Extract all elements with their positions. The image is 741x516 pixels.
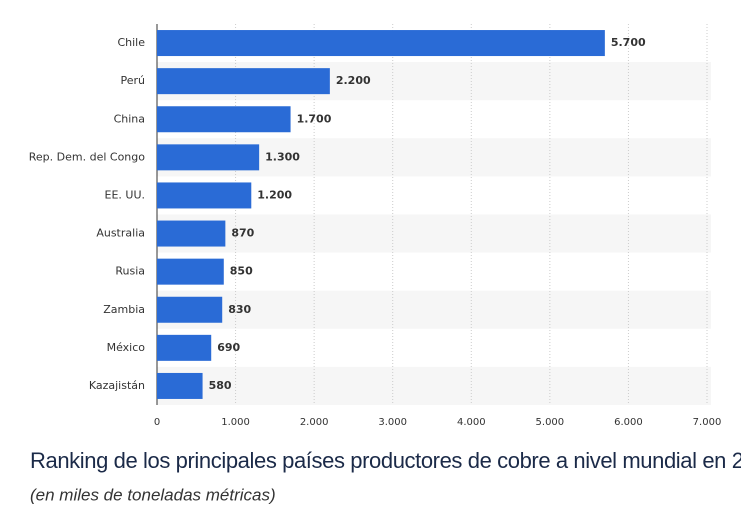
value-label: 1.700 — [297, 112, 332, 125]
y-tick-label: Kazajistán — [89, 379, 145, 392]
bar — [157, 182, 252, 209]
chart-title: Ranking de los principales países produc… — [30, 448, 741, 473]
value-label: 830 — [228, 303, 251, 316]
bar — [157, 220, 226, 247]
x-tick-label: 3.000 — [378, 417, 407, 428]
x-tick-label: 6.000 — [614, 417, 643, 428]
row-band — [157, 290, 711, 329]
y-tick-label: EE. UU. — [105, 188, 146, 201]
row-band — [157, 214, 711, 253]
value-label: 850 — [230, 265, 253, 278]
row-band — [157, 366, 711, 405]
value-label: 5.700 — [611, 36, 646, 49]
y-tick-label: México — [107, 341, 146, 354]
y-tick-label: Australia — [96, 227, 145, 240]
bar — [157, 372, 203, 399]
y-tick-label: Rep. Dem. del Congo — [29, 150, 146, 163]
bar — [157, 68, 330, 95]
bar — [157, 106, 291, 133]
row-bands — [157, 62, 711, 405]
x-tick-label: 2.000 — [300, 417, 329, 428]
x-tick-label: 5.000 — [536, 417, 565, 428]
x-tick-label: 7.000 — [693, 417, 722, 428]
y-tick-label: China — [114, 112, 145, 125]
y-tick-label: Rusia — [115, 265, 145, 278]
value-label: 2.200 — [336, 74, 371, 87]
bar — [157, 258, 224, 285]
chart-subtitle: (en miles de toneladas métricas) — [30, 485, 276, 504]
bar — [157, 334, 212, 361]
x-tick-label: 0 — [154, 417, 160, 428]
plot: 0 1.000 2.000 3.000 4.000 5.000 6.000 7.000 Chil… — [29, 30, 722, 428]
bar — [157, 144, 260, 171]
y-tick-label: Zambia — [103, 303, 145, 316]
value-label: 1.300 — [265, 150, 300, 163]
x-tick-label: 1.000 — [221, 417, 250, 428]
y-tick-label: Chile — [117, 36, 145, 49]
x-tick-label: 4.000 — [457, 417, 486, 428]
bar — [157, 296, 223, 323]
value-label: 580 — [209, 379, 232, 392]
value-label: 870 — [231, 227, 254, 240]
y-tick-label: Perú — [120, 74, 145, 87]
bar — [157, 30, 605, 57]
value-label: 690 — [217, 341, 240, 354]
value-label: 1.200 — [257, 188, 292, 201]
